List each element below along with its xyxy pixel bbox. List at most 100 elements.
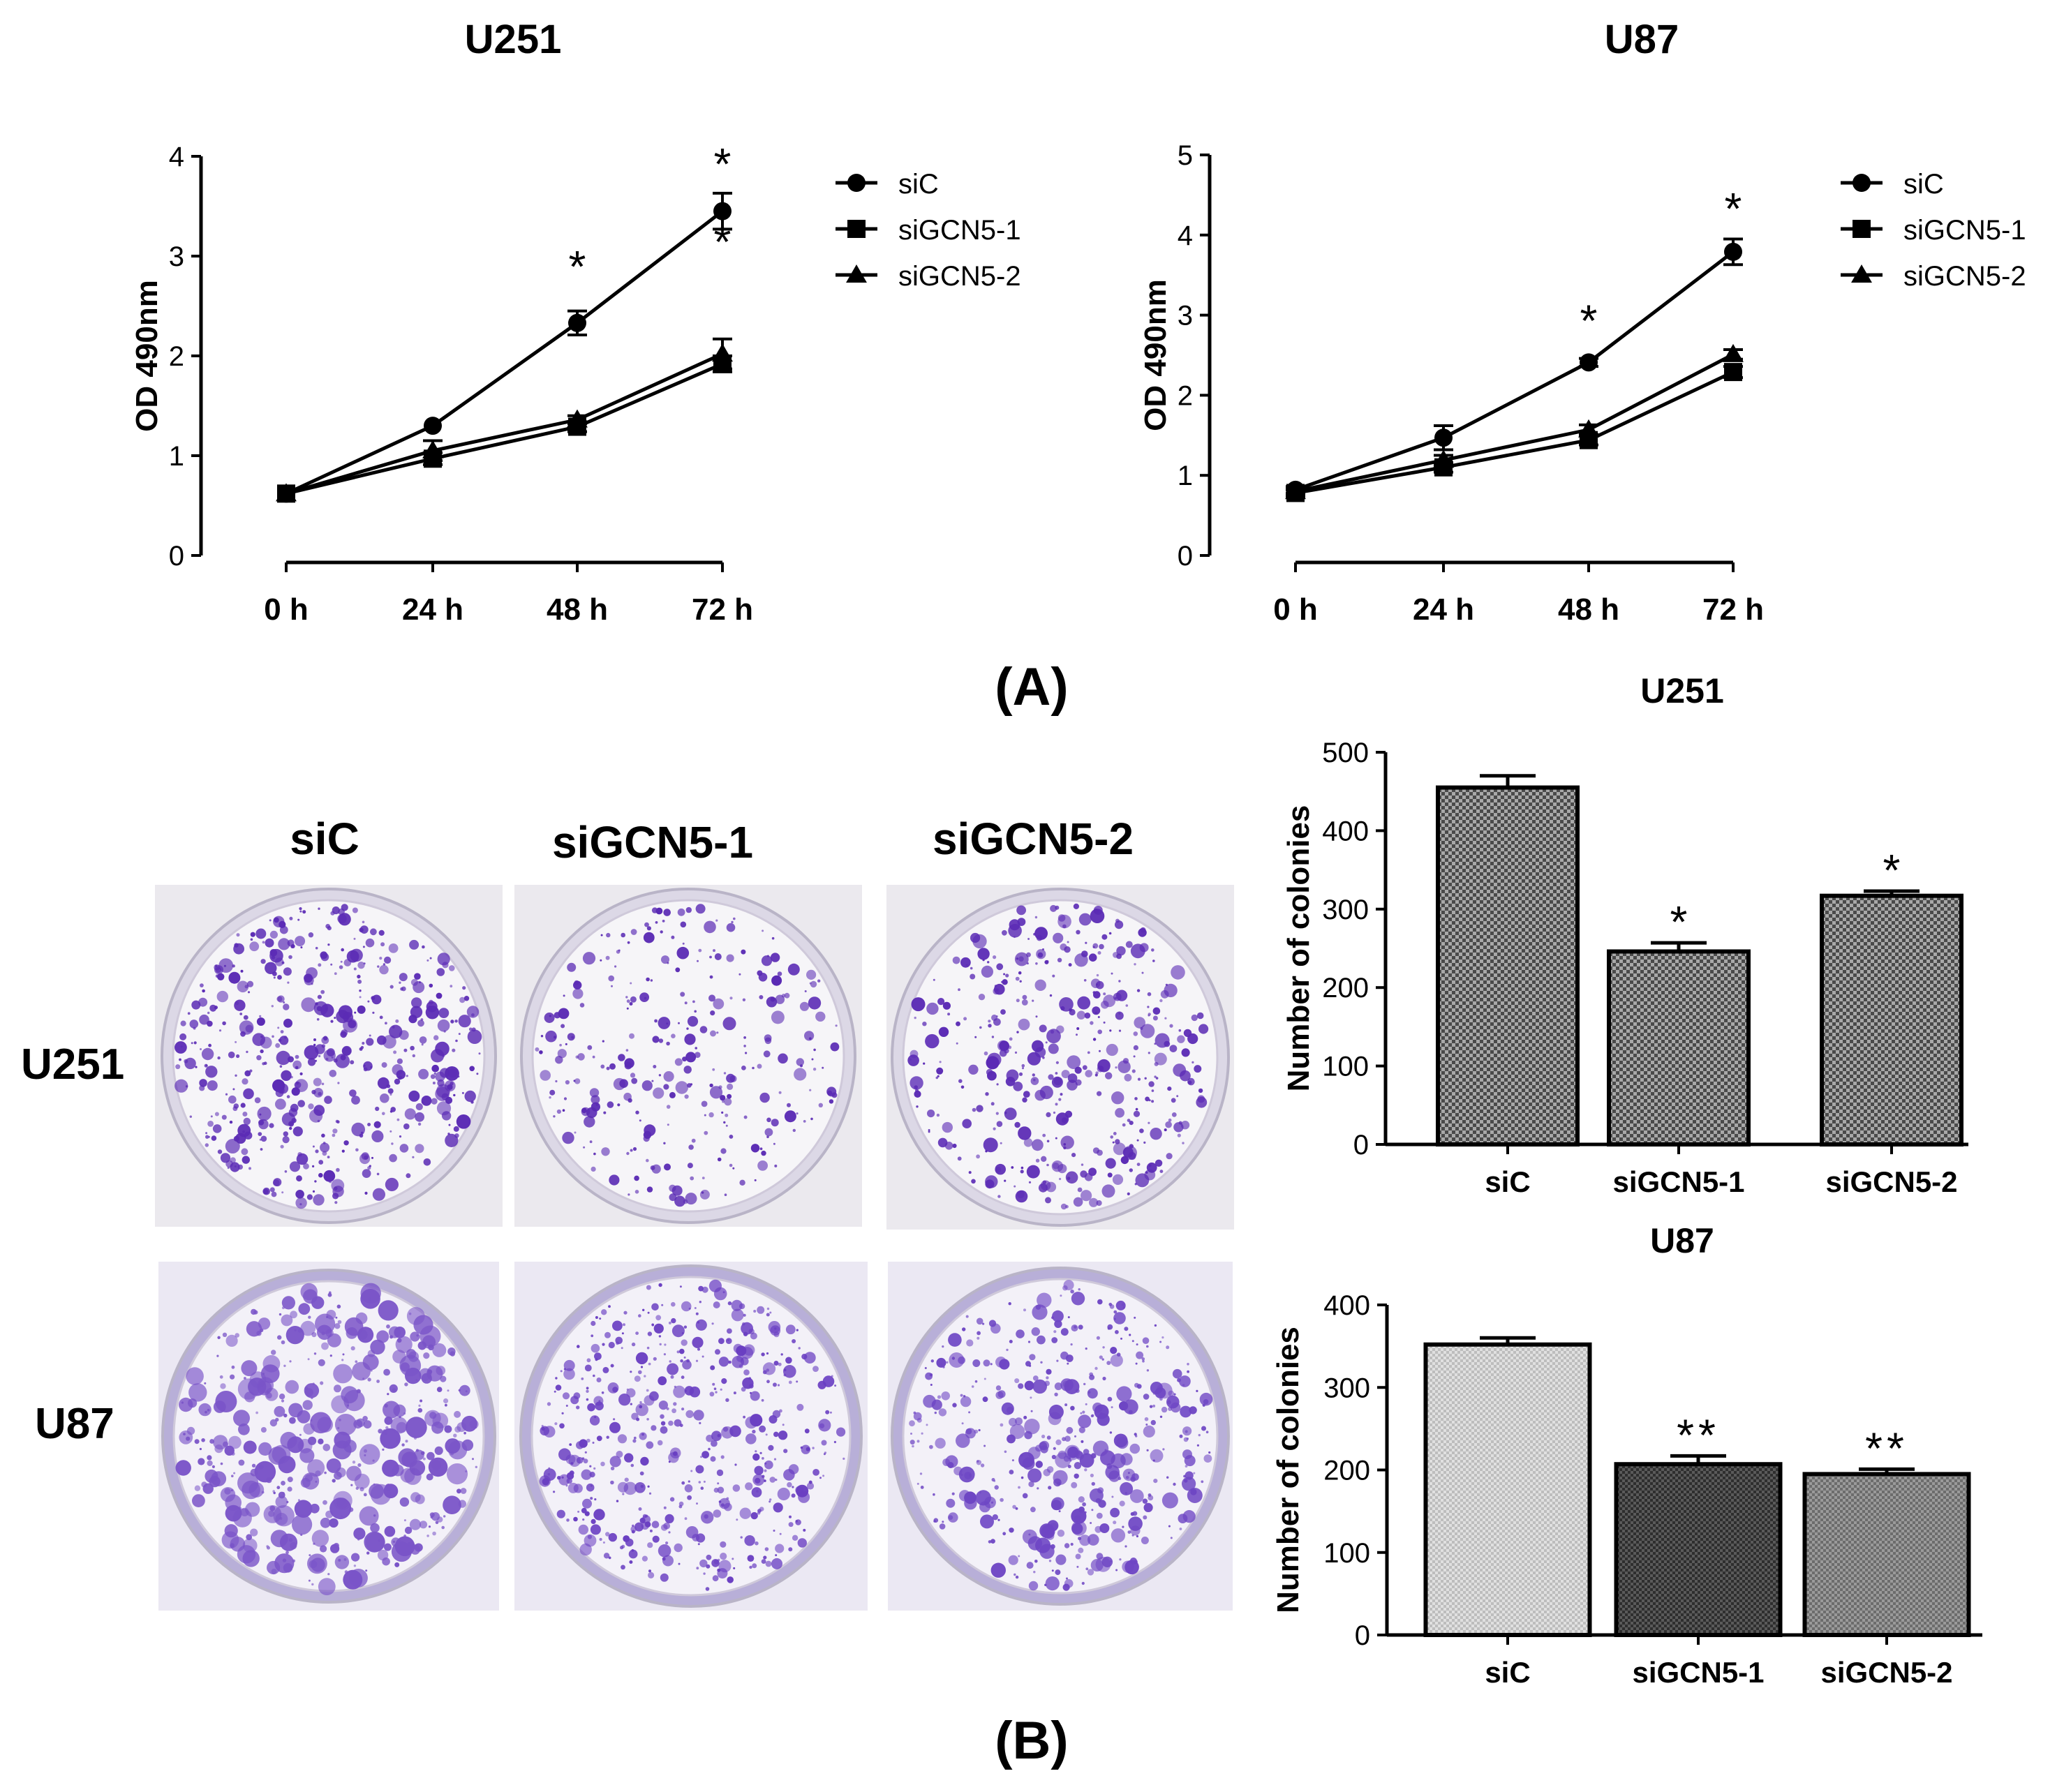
colony xyxy=(329,1070,337,1077)
colony xyxy=(376,1330,389,1343)
colony xyxy=(348,1507,354,1512)
colony xyxy=(1039,1085,1053,1100)
colony xyxy=(353,1528,366,1540)
colony xyxy=(1116,946,1126,956)
colony xyxy=(661,955,669,964)
colony xyxy=(660,1426,668,1434)
colony xyxy=(325,1329,334,1337)
colony xyxy=(685,1410,694,1419)
colony xyxy=(232,1106,238,1112)
colony xyxy=(659,1343,662,1346)
colony xyxy=(1124,1073,1132,1082)
colony xyxy=(937,1395,942,1399)
colony xyxy=(443,1515,446,1518)
colony xyxy=(1067,941,1069,943)
colony xyxy=(191,1042,193,1045)
colony xyxy=(1023,1415,1027,1419)
colony xyxy=(1162,1448,1165,1451)
colony xyxy=(1146,1449,1149,1451)
colony xyxy=(283,1001,285,1003)
colony xyxy=(602,1541,605,1544)
colony xyxy=(926,1002,939,1015)
colony xyxy=(1120,1156,1129,1165)
colony xyxy=(910,1076,923,1090)
colony xyxy=(652,1036,660,1043)
colony xyxy=(454,1426,461,1433)
legend-label: siGCN5-1 xyxy=(1903,215,2026,246)
colony xyxy=(357,979,362,984)
colony xyxy=(384,1525,396,1537)
colony xyxy=(1022,1067,1024,1070)
x-tick-label: 48 h xyxy=(547,592,608,627)
colony xyxy=(763,1555,767,1560)
colony xyxy=(420,1399,423,1403)
plate-inner xyxy=(902,899,1219,1216)
colony xyxy=(1099,1355,1103,1359)
colony xyxy=(1115,1330,1119,1334)
x-tick-label: 48 h xyxy=(1558,592,1619,627)
colony xyxy=(700,1486,704,1490)
y-tick-label: 0 xyxy=(169,541,184,572)
colony xyxy=(366,1038,374,1046)
colony xyxy=(233,1472,236,1474)
colony xyxy=(938,1026,949,1037)
colony xyxy=(460,1488,467,1494)
colony xyxy=(685,1052,697,1063)
colony xyxy=(999,1049,1007,1057)
colony xyxy=(766,1307,770,1311)
colony xyxy=(662,1557,666,1561)
colony xyxy=(1006,1069,1019,1082)
colony xyxy=(783,1365,796,1378)
colony xyxy=(671,935,675,939)
colony xyxy=(1201,1426,1206,1431)
colony xyxy=(427,1005,433,1010)
colony xyxy=(1107,1172,1113,1178)
colony xyxy=(355,1360,358,1364)
colony xyxy=(969,1474,972,1477)
colony xyxy=(587,1403,595,1412)
colony xyxy=(1180,1121,1190,1130)
colony xyxy=(977,1336,980,1340)
colony xyxy=(387,1088,394,1094)
colony xyxy=(995,1163,1006,1175)
colony xyxy=(990,1562,1006,1578)
colony xyxy=(373,1121,381,1128)
colony xyxy=(329,1291,332,1294)
colony xyxy=(630,1463,634,1468)
colony xyxy=(340,960,343,963)
colony xyxy=(677,908,685,916)
data-point xyxy=(1578,419,1599,438)
colony xyxy=(601,1391,604,1394)
colony xyxy=(237,1545,256,1564)
colony xyxy=(443,1495,461,1514)
colony xyxy=(792,1339,796,1343)
colony xyxy=(591,1343,600,1353)
colony xyxy=(1133,1045,1138,1050)
colony xyxy=(631,1342,636,1347)
colony xyxy=(367,1123,371,1126)
colony xyxy=(586,1398,589,1401)
colony xyxy=(1038,1183,1048,1193)
x-tick-label: siGCN5-1 xyxy=(1612,1165,1744,1198)
colony xyxy=(829,1099,834,1104)
colony xyxy=(713,1509,722,1518)
colony xyxy=(1105,1158,1116,1169)
colony xyxy=(205,1143,209,1147)
colony xyxy=(982,1322,985,1325)
colony xyxy=(824,1451,827,1454)
colony xyxy=(450,985,453,988)
colony xyxy=(385,1022,387,1025)
legend-entry-sigcn5-1: siGCN5-1 xyxy=(1841,215,2026,246)
colony xyxy=(610,1480,614,1485)
colony xyxy=(624,1477,629,1482)
colony xyxy=(763,1050,771,1058)
colony xyxy=(1185,1465,1188,1468)
colony xyxy=(280,1144,284,1149)
colony xyxy=(334,1017,336,1020)
colony xyxy=(415,1379,418,1382)
colony xyxy=(1111,1495,1114,1498)
colony xyxy=(930,1384,933,1386)
colony xyxy=(558,1448,571,1461)
colony xyxy=(732,1484,741,1492)
colony xyxy=(754,1179,757,1181)
